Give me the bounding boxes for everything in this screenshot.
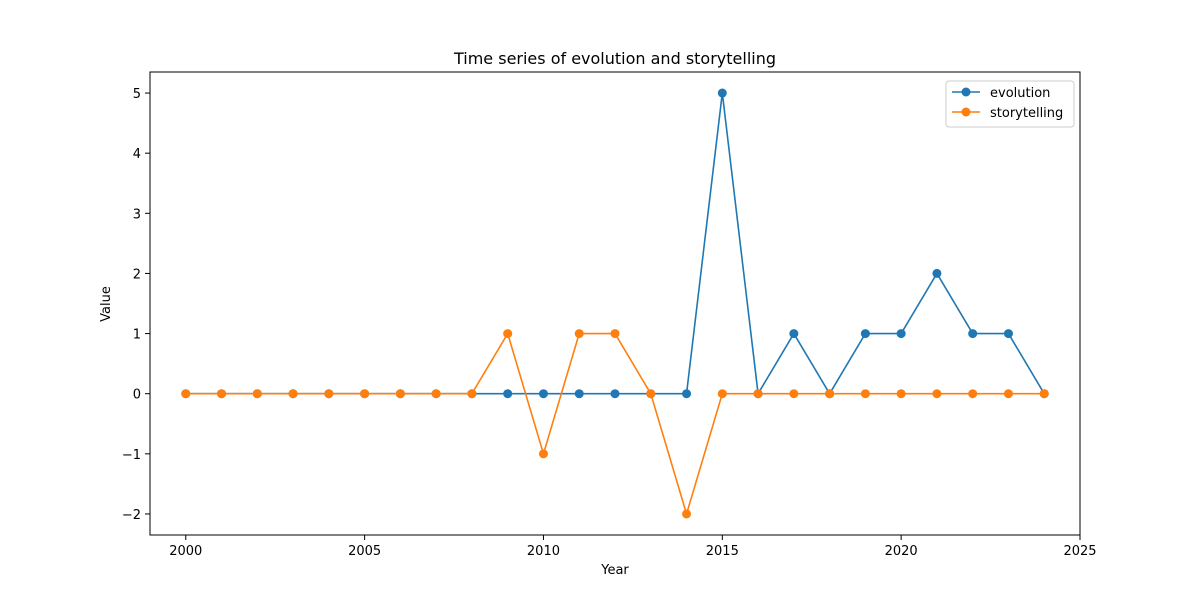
data-point-evolution — [932, 268, 942, 278]
data-point-storytelling — [431, 389, 441, 399]
legend: evolution storytelling — [945, 80, 1075, 128]
data-point-storytelling — [753, 389, 763, 399]
x-tick-label: 2000 — [169, 544, 202, 559]
data-point-storytelling — [932, 389, 942, 399]
data-point-evolution — [503, 389, 513, 399]
x-axis-title: Year — [600, 563, 629, 578]
legend-label: evolution — [990, 86, 1050, 101]
y-tick-label: 4 — [133, 147, 141, 162]
plot-area — [181, 88, 1049, 519]
plot-frame — [149, 71, 1081, 536]
y-tick-label: 2 — [133, 267, 141, 282]
y-tick-label: 1 — [133, 328, 141, 343]
data-point-storytelling — [860, 389, 870, 399]
x-tick-label: 2010 — [527, 544, 560, 559]
data-point-evolution — [574, 389, 584, 399]
data-point-evolution — [682, 389, 692, 399]
y-axis-title: Value — [99, 286, 114, 322]
data-point-storytelling — [610, 329, 620, 339]
y-tick-label: −2 — [122, 508, 141, 523]
data-point-storytelling — [324, 389, 334, 399]
data-point-storytelling — [896, 389, 906, 399]
data-point-evolution — [968, 329, 978, 339]
y-tick-label: 0 — [133, 388, 141, 403]
data-point-storytelling — [682, 509, 692, 519]
data-point-storytelling — [217, 389, 227, 399]
x-tick-label: 2020 — [885, 544, 918, 559]
data-point-storytelling — [181, 389, 191, 399]
data-point-storytelling — [968, 389, 978, 399]
chart-title: Time series of evolution and storytellin… — [453, 49, 776, 68]
legend-label: storytelling — [990, 106, 1063, 121]
data-point-storytelling — [825, 389, 835, 399]
data-point-storytelling — [646, 389, 656, 399]
data-point-evolution — [860, 329, 870, 339]
data-point-storytelling — [538, 449, 548, 459]
data-point-storytelling — [395, 389, 405, 399]
data-point-storytelling — [789, 389, 799, 399]
data-point-evolution — [610, 389, 620, 399]
data-point-storytelling — [467, 389, 477, 399]
y-tick-label: 5 — [133, 87, 141, 102]
x-tick-label: 2025 — [1063, 544, 1096, 559]
data-point-evolution — [538, 389, 548, 399]
data-point-evolution — [789, 329, 799, 339]
y-tick-label: 3 — [133, 207, 141, 222]
data-point-evolution — [896, 329, 906, 339]
data-point-storytelling — [503, 329, 513, 339]
data-point-storytelling — [1039, 389, 1049, 399]
x-axis: 2000 2005 2010 2015 2020 2025 — [169, 535, 1097, 559]
data-point-evolution — [717, 88, 727, 98]
data-point-storytelling — [360, 389, 370, 399]
data-point-storytelling — [574, 329, 584, 339]
legend-swatch-marker — [961, 87, 971, 97]
data-point-storytelling — [288, 389, 298, 399]
legend-swatch-marker — [961, 107, 971, 117]
x-tick-label: 2015 — [706, 544, 739, 559]
y-axis: −2 −1 0 1 2 3 4 5 — [122, 87, 150, 523]
x-tick-label: 2005 — [348, 544, 381, 559]
data-point-evolution — [1003, 329, 1013, 339]
y-tick-label: −1 — [122, 448, 141, 463]
data-point-storytelling — [717, 389, 727, 399]
data-point-storytelling — [1003, 389, 1013, 399]
data-point-storytelling — [252, 389, 262, 399]
